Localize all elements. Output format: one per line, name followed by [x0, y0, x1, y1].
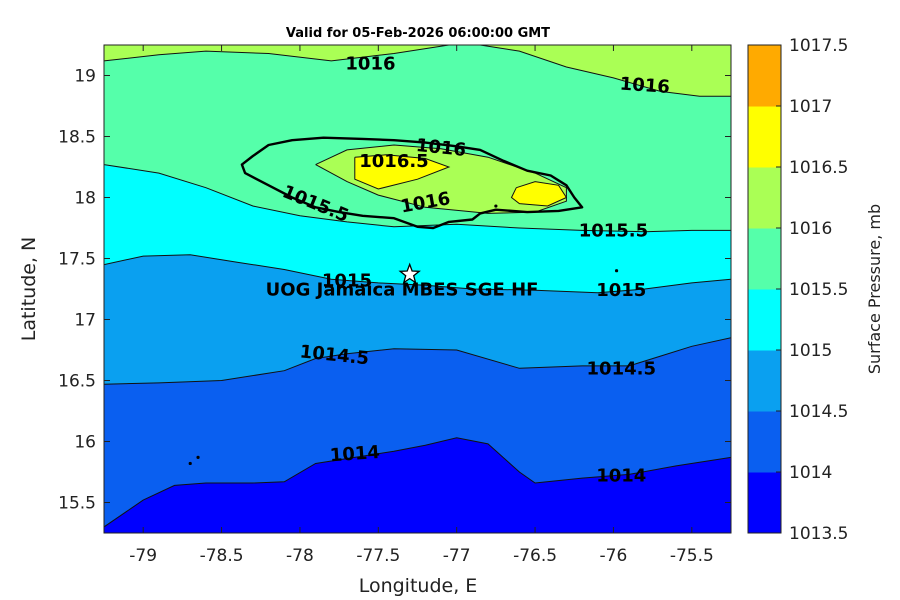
jamaica-coastline	[240, 136, 584, 230]
y-tick-label: 15.5	[58, 494, 96, 514]
contour-label: 1016	[345, 53, 395, 74]
contour-label: 1015.5	[579, 220, 648, 241]
contour-label: 1015	[596, 280, 646, 301]
colorbar-tick-label: 1017	[789, 97, 832, 117]
colorbar-tick-label: 1015	[789, 341, 832, 361]
y-tick-label: 16	[74, 433, 96, 453]
plot-area	[104, 45, 731, 533]
y-tick-label: 18.5	[58, 128, 96, 148]
x-tick-label: -78.5	[200, 546, 244, 566]
plot-frame	[103, 44, 732, 534]
x-tick-label: -79	[129, 546, 157, 566]
x-tick-label: -77.5	[356, 546, 400, 566]
contour-label: 1016	[619, 74, 670, 98]
colorbar-swatch	[748, 106, 781, 168]
contour-label: 1016.5	[359, 151, 428, 172]
contour-label: 1014	[329, 442, 380, 466]
x-tick-label: -77	[443, 546, 471, 566]
x-axis-label: Longitude, E	[359, 575, 478, 597]
colorbar-tick-label: 1013.5	[789, 524, 848, 544]
contour-line-1016.5	[510, 181, 568, 207]
y-tick-label: 19	[74, 67, 96, 87]
contour-line-1014	[104, 437, 731, 528]
site-marker-group: UOG Jamaica MBES SGE HF	[266, 262, 539, 300]
y-tick-label: 18	[74, 189, 96, 209]
small-island	[614, 269, 619, 273]
contour-line-1016	[104, 45, 449, 62]
small-island	[196, 455, 200, 459]
band-fill-1015.5	[104, 45, 731, 232]
contour-line-1014.5	[104, 337, 731, 385]
colorbar-tick-label: 1017.5	[789, 36, 848, 56]
contour-line-1015	[104, 254, 731, 294]
colorbar-tick-label: 1016	[789, 219, 832, 239]
contour-line-1016.5	[354, 154, 451, 190]
colorbar-label: Surface Pressure, mb	[865, 204, 884, 374]
site-star-icon	[398, 262, 421, 285]
band-fill-1016-north	[480, 45, 731, 97]
small-island	[494, 204, 498, 208]
contour-label: 1014.5	[587, 358, 656, 379]
contour-line-1015.5	[104, 164, 731, 233]
colorbar-swatch	[748, 45, 781, 107]
y-tick-label: 16.5	[58, 372, 96, 392]
contour-line-1016	[315, 144, 567, 214]
y-tick-label: 17	[74, 311, 96, 331]
y-axis-label: Latitude, N	[18, 237, 40, 342]
colorbar-swatch	[748, 350, 781, 412]
y-axis-ticks: 15.5 16 16.5 17 17.5 18 18.5 19	[58, 67, 731, 514]
band-fill-1016.5	[354, 154, 449, 189]
x-tick-label: -76	[600, 546, 628, 566]
colorbar-swatch	[748, 411, 781, 473]
y-tick-label: 17.5	[58, 250, 96, 270]
colorbar-swatch	[748, 228, 781, 290]
contour-lines	[104, 45, 731, 528]
x-tick-label: -76.5	[513, 546, 557, 566]
contour-label: 1014	[596, 466, 646, 487]
colorbar-tick-label: 1014.5	[789, 402, 848, 422]
colorbar-swatch	[748, 289, 781, 351]
band-fill-1016.5	[511, 181, 567, 206]
colorbar-tick-label: 1016.5	[789, 158, 848, 178]
small-island	[188, 461, 192, 466]
colorbar-tick-label: 1015.5	[789, 280, 848, 300]
filled-contours	[104, 45, 731, 533]
contour-line-1016	[480, 45, 731, 97]
chart-title: Valid for 05-Feb-2026 06:00:00 GMT	[286, 26, 550, 41]
colorbar-tick-label: 1014	[789, 463, 832, 483]
colorbar: 1013.5 1014 1014.5 1015 1015.5 1016 1016.5 1017…	[747, 36, 848, 544]
contour-label: 1016	[415, 135, 467, 161]
contour-label: 1015	[322, 270, 372, 291]
colorbar-swatch	[748, 167, 781, 229]
x-axis-ticks: -79 -78.5 -78 -77.5 -77 -76.5 -76 -75.5	[129, 45, 714, 566]
x-tick-label: -78	[286, 546, 314, 566]
x-tick-label: -75.5	[670, 546, 714, 566]
colorbar-swatch	[748, 472, 781, 534]
site-label: UOG Jamaica MBES SGE HF	[266, 279, 539, 300]
coastline	[188, 136, 619, 466]
